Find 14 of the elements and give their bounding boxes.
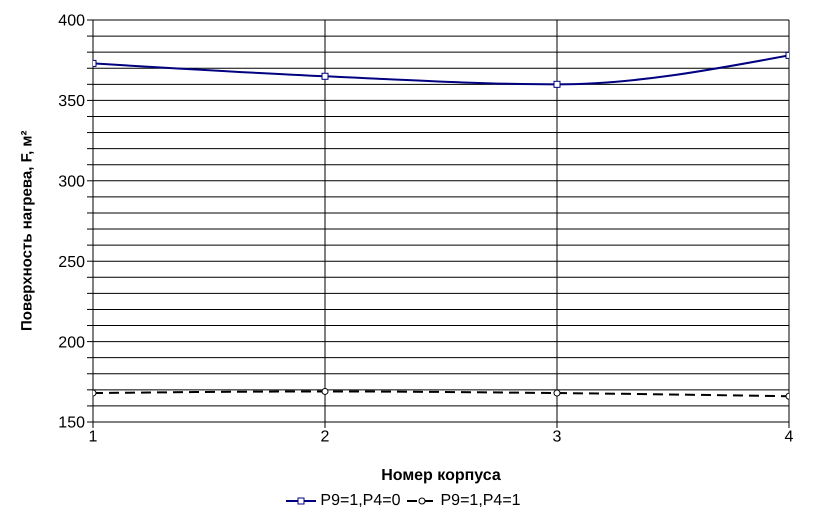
- legend-label: P9=1,P4=1: [440, 492, 521, 510]
- y-tick-label: 350: [58, 93, 86, 110]
- legend-label: P9=1,P4=0: [320, 492, 400, 510]
- x-axis-title: Номер корпуса: [381, 467, 501, 484]
- y-tick-label: 250: [58, 254, 86, 271]
- x-tick-label: 1: [88, 428, 98, 446]
- y-tick-label: 400: [58, 12, 86, 30]
- x-tick-label: 4: [784, 428, 794, 446]
- y-tick-label: 200: [58, 334, 86, 352]
- x-tick-label: 2: [320, 428, 330, 446]
- y-tick-label: 150: [58, 414, 86, 432]
- y-axis-title: Поверхность нагрева, F, м²: [18, 130, 36, 331]
- y-tick-label: 300: [58, 173, 86, 190]
- x-tick-label: 3: [552, 428, 562, 446]
